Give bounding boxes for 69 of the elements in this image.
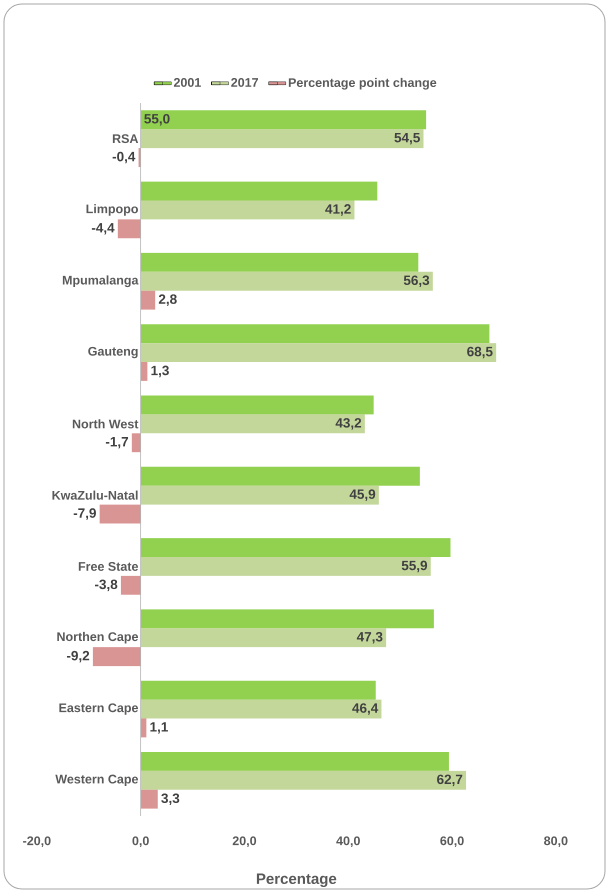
bar [140,200,354,220]
data-label: 41,2 [325,204,351,216]
bar [140,628,386,648]
data-label: 47,3 [356,632,382,644]
legend-label: Percentage point change [288,78,436,90]
bar [120,576,141,595]
bar [140,343,496,362]
x-tick-label: 20,0 [232,836,256,848]
bar [140,790,158,809]
x-tick-label: -20,0 [23,836,51,848]
y-tick-label: Mpumalanga [62,275,139,288]
x-tick-label: 60,0 [440,836,464,848]
data-label: 1,1 [150,722,168,734]
bar [140,252,418,272]
data-label: -7,9 [74,508,96,520]
bar [140,700,382,718]
x-tick-label: 0,0 [132,836,149,848]
bar [140,396,374,414]
y-tick-label: Gauteng [88,346,138,358]
data-label: 45,9 [350,489,376,501]
bar [140,466,420,486]
x-axis-title: Percentage [256,874,336,888]
bar [140,414,365,434]
data-label: 43,2 [336,418,362,430]
y-tick-label: Northen Cape [57,632,138,644]
bar [140,362,148,381]
y-tick-label: North West [72,419,138,428]
bar [92,647,141,666]
legend-label: 2017 [231,78,258,87]
y-tick-label: Eastern Cape [59,703,138,715]
y-tick-label: Free State [78,562,138,571]
x-tick-label: 80,0 [544,836,568,848]
bar [140,680,376,700]
data-label: -4,4 [92,223,115,235]
data-label: -1,7 [106,437,128,448]
y-tick-label: Limpopo [86,204,138,216]
y-tick-label: KwaZulu-Natal [52,490,138,500]
bar [100,504,141,524]
bar [140,272,433,291]
data-label: 1,3 [151,366,169,378]
data-label: 55,0 [144,114,170,126]
data-label: -0,4 [112,152,136,164]
bar [140,770,466,790]
data-label: 55,9 [402,560,428,572]
data-label: 2,8 [158,294,177,306]
bar [140,538,450,557]
data-label: 54,5 [394,132,420,144]
data-label: 3,3 [161,793,180,805]
x-tick-label: 40,0 [336,836,360,848]
y-tick-label: Western Cape [55,774,138,786]
bar [140,290,156,310]
bar [140,110,426,130]
bar [140,129,424,148]
bar [140,182,378,200]
data-label: -9,2 [66,650,90,662]
legend-label: 2001 [174,78,201,87]
data-label: -3,8 [94,580,118,592]
bar [118,219,141,238]
bar [140,609,434,628]
data-label: 46,4 [352,703,378,715]
data-label: 62,7 [437,774,462,786]
data-label: 56,3 [404,275,430,287]
bar [140,556,431,576]
bar [140,752,449,771]
bar [140,718,146,738]
bar [140,324,490,344]
bar [140,486,379,505]
data-label: 68,5 [467,346,493,358]
y-tick-label: RSA [112,134,138,144]
